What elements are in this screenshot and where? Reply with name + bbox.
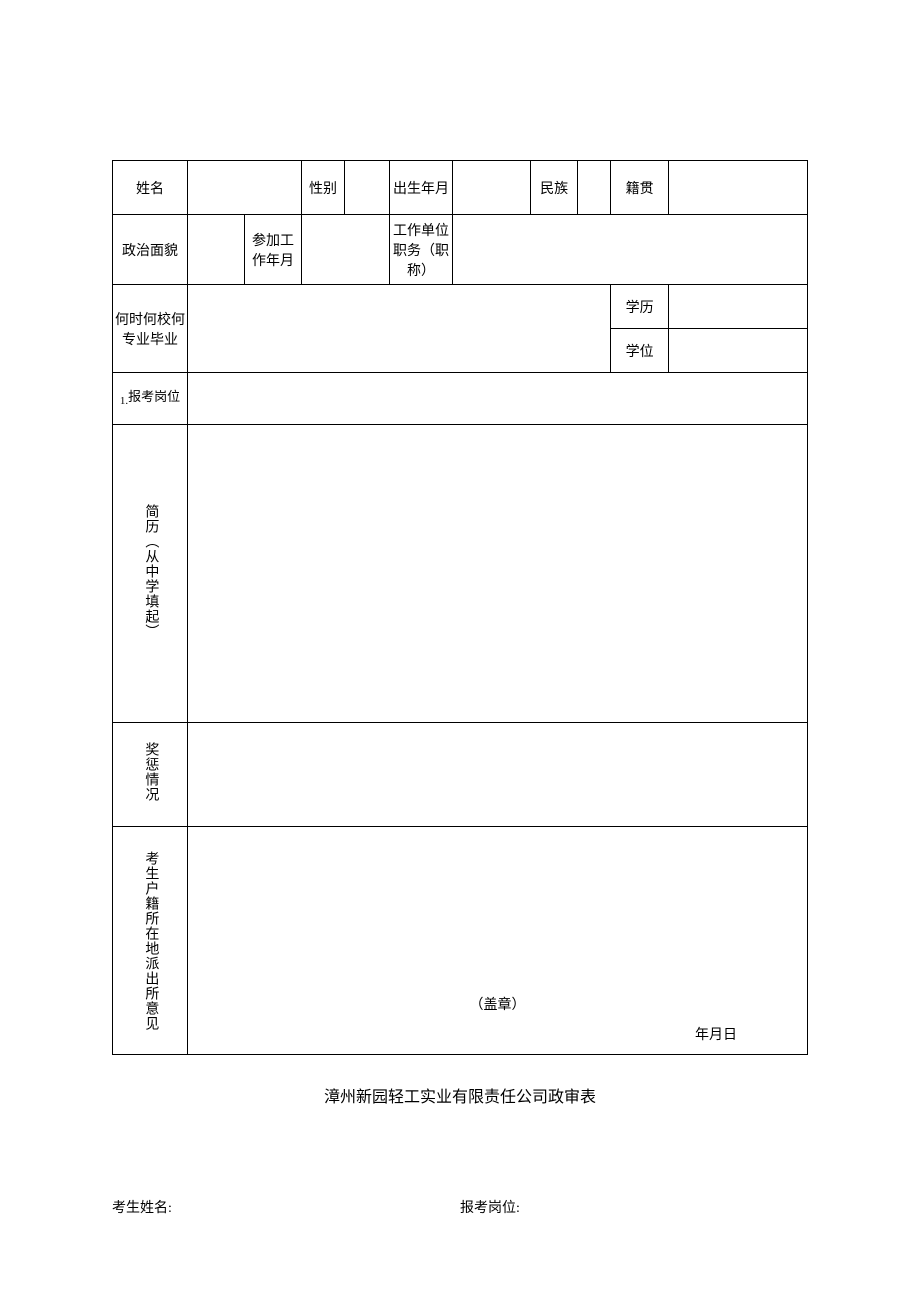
value-native-place[interactable] [668, 161, 807, 215]
label-political: 政治面貌 [113, 215, 188, 285]
reward-vertical-label: 奖惩情况 [142, 742, 159, 802]
row-resume: 简历（从中学填起） [113, 425, 808, 723]
value-education[interactable] [668, 285, 807, 329]
stamp-label: （盖章） [470, 994, 526, 1014]
position-text: 报考岗位 [128, 389, 180, 404]
label-applied-position: 1.报考岗位 [113, 373, 188, 425]
row-applied-position: 1.报考岗位 [113, 373, 808, 425]
position-number: 1. [120, 395, 128, 407]
political-review-form: 姓名 性别 出生年月 民族 籍贯 政治面貌 参加工作年月 工作单位职务（职称） … [112, 160, 808, 1055]
value-reward[interactable] [188, 723, 808, 827]
label-resume: 简历（从中学填起） [113, 425, 188, 723]
value-resume[interactable] [188, 425, 808, 723]
label-work-start: 参加工作年月 [245, 215, 302, 285]
value-work-unit[interactable] [452, 215, 807, 285]
label-name: 姓名 [113, 161, 188, 215]
value-gender[interactable] [345, 161, 390, 215]
row-political-work: 政治面貌 参加工作年月 工作单位职务（职称） [113, 215, 808, 285]
value-name[interactable] [188, 161, 302, 215]
row-reward: 奖惩情况 [113, 723, 808, 827]
value-graduation[interactable] [188, 285, 611, 373]
row-basic-info: 姓名 性别 出生年月 民族 籍贯 [113, 161, 808, 215]
value-birth[interactable] [452, 161, 531, 215]
label-graduation: 何时何校何专业毕业 [113, 285, 188, 373]
label-work-unit: 工作单位职务（职称） [390, 215, 453, 285]
footer-row: 考生姓名: 报考岗位: [112, 1197, 808, 1217]
value-degree[interactable] [668, 329, 807, 373]
form-title: 漳州新园轻工实业有限责任公司政审表 [112, 1083, 808, 1107]
value-ethnicity[interactable] [577, 161, 610, 215]
label-degree: 学位 [611, 329, 669, 373]
row-opinion: 考生户籍所在地派出所意见 （盖章） 年月日 [113, 827, 808, 1055]
label-opinion: 考生户籍所在地派出所意见 [113, 827, 188, 1055]
label-native-place: 籍贯 [611, 161, 669, 215]
label-education: 学历 [611, 285, 669, 329]
opinion-label-container: 考生户籍所在地派出所意见 [115, 851, 185, 1031]
footer-candidate-name: 考生姓名: [112, 1197, 460, 1217]
label-birth: 出生年月 [390, 161, 453, 215]
opinion-vertical-label-1: 考生户籍所在地派出所意见 [142, 851, 159, 1031]
value-political[interactable] [188, 215, 245, 285]
value-applied-position[interactable] [188, 373, 808, 425]
label-reward: 奖惩情况 [113, 723, 188, 827]
footer-applied-position: 报考岗位: [460, 1197, 808, 1217]
label-gender: 性别 [302, 161, 345, 215]
date-label: 年月日 [695, 1024, 737, 1044]
resume-vertical-label: 简历（从中学填起） [142, 504, 159, 639]
value-work-start[interactable] [302, 215, 390, 285]
value-opinion[interactable]: （盖章） 年月日 [188, 827, 808, 1055]
row-graduation-1: 何时何校何专业毕业 学历 [113, 285, 808, 329]
label-ethnicity: 民族 [531, 161, 578, 215]
